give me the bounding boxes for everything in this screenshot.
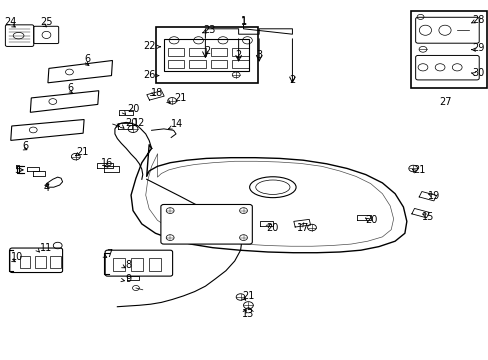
Text: 2: 2 bbox=[235, 50, 241, 60]
Bar bbox=[189, 60, 205, 68]
Bar bbox=[35, 256, 46, 268]
Text: 21: 21 bbox=[173, 93, 186, 103]
Text: 15: 15 bbox=[421, 212, 433, 222]
Bar bbox=[155, 27, 258, 83]
Text: 1: 1 bbox=[240, 16, 246, 26]
Text: 26: 26 bbox=[143, 70, 155, 80]
Text: 21: 21 bbox=[412, 165, 425, 175]
Text: 4: 4 bbox=[43, 183, 49, 193]
Text: 25: 25 bbox=[40, 17, 53, 27]
Bar bbox=[50, 256, 61, 268]
Text: 8: 8 bbox=[125, 260, 131, 270]
Text: 24: 24 bbox=[4, 17, 17, 27]
Bar bbox=[20, 256, 30, 268]
Bar bbox=[232, 60, 248, 68]
Text: 2: 2 bbox=[204, 46, 210, 56]
Bar bbox=[164, 39, 249, 71]
Text: 29: 29 bbox=[471, 42, 484, 53]
Text: 21: 21 bbox=[76, 147, 88, 157]
Text: 27: 27 bbox=[439, 96, 451, 107]
Text: 6: 6 bbox=[68, 83, 74, 93]
Text: 13: 13 bbox=[242, 309, 254, 319]
Text: 3: 3 bbox=[256, 50, 262, 60]
Text: 20: 20 bbox=[266, 222, 279, 233]
Text: 23: 23 bbox=[203, 24, 215, 35]
Bar bbox=[189, 48, 205, 56]
Bar bbox=[232, 48, 248, 56]
Text: 6: 6 bbox=[84, 54, 90, 64]
Text: 30: 30 bbox=[471, 68, 484, 78]
Text: 19: 19 bbox=[427, 191, 440, 201]
Text: 5: 5 bbox=[14, 165, 20, 175]
Bar bbox=[410, 11, 486, 88]
FancyBboxPatch shape bbox=[105, 250, 172, 276]
Text: 21: 21 bbox=[242, 291, 254, 301]
Bar bbox=[113, 258, 125, 271]
Text: 10: 10 bbox=[11, 252, 23, 262]
Text: 17: 17 bbox=[296, 222, 309, 233]
Bar bbox=[210, 48, 227, 56]
Text: 14: 14 bbox=[170, 119, 183, 129]
Bar bbox=[210, 60, 227, 68]
Bar bbox=[149, 258, 161, 271]
Bar bbox=[131, 258, 142, 271]
Text: 9: 9 bbox=[125, 274, 131, 284]
Text: 20: 20 bbox=[365, 215, 377, 225]
Text: 20: 20 bbox=[126, 104, 139, 114]
Text: 11: 11 bbox=[40, 243, 52, 253]
Text: 22: 22 bbox=[142, 41, 155, 51]
FancyBboxPatch shape bbox=[10, 248, 62, 273]
Text: 6: 6 bbox=[22, 141, 28, 151]
Polygon shape bbox=[131, 145, 406, 253]
Bar bbox=[167, 48, 184, 56]
Text: 1: 1 bbox=[240, 17, 246, 27]
Bar bbox=[167, 60, 184, 68]
Text: 12: 12 bbox=[133, 118, 145, 128]
Text: 28: 28 bbox=[471, 15, 484, 25]
Text: 18: 18 bbox=[151, 88, 163, 98]
FancyBboxPatch shape bbox=[161, 204, 252, 244]
Ellipse shape bbox=[249, 177, 296, 198]
Text: 7: 7 bbox=[106, 249, 113, 259]
Text: 16: 16 bbox=[100, 158, 113, 168]
Text: 20: 20 bbox=[124, 118, 137, 128]
Text: 2: 2 bbox=[289, 75, 295, 85]
